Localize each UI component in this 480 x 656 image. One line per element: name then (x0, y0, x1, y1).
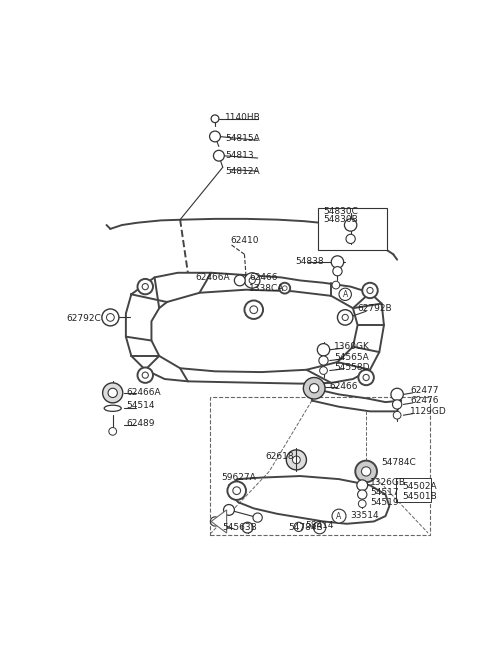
Circle shape (253, 513, 262, 522)
Circle shape (244, 300, 263, 319)
Text: 62792B: 62792B (358, 304, 392, 313)
Circle shape (357, 480, 368, 491)
Circle shape (359, 500, 366, 508)
Circle shape (210, 517, 220, 526)
Circle shape (339, 288, 351, 300)
Text: 62466A: 62466A (127, 388, 161, 398)
Circle shape (210, 131, 220, 142)
Circle shape (333, 266, 342, 276)
Ellipse shape (104, 405, 121, 411)
Circle shape (242, 522, 253, 533)
Circle shape (107, 314, 114, 321)
Circle shape (214, 150, 224, 161)
Circle shape (244, 273, 260, 288)
Circle shape (211, 115, 219, 123)
Polygon shape (211, 510, 227, 533)
Circle shape (363, 375, 369, 380)
Text: A: A (343, 290, 348, 299)
Circle shape (102, 309, 119, 326)
Circle shape (337, 310, 353, 325)
Circle shape (142, 283, 148, 290)
Text: 54517: 54517 (370, 487, 398, 497)
Circle shape (332, 281, 340, 289)
Circle shape (345, 219, 357, 231)
Text: 54558D: 54558D (335, 363, 370, 372)
Circle shape (313, 522, 326, 534)
Text: 54519: 54519 (370, 498, 398, 506)
Text: 54784C: 54784C (382, 458, 416, 466)
Circle shape (319, 356, 328, 365)
Circle shape (292, 456, 300, 464)
Text: 62466: 62466 (249, 273, 277, 282)
Circle shape (279, 283, 290, 293)
Text: 54501B: 54501B (403, 493, 437, 501)
Circle shape (250, 306, 258, 314)
Text: 59627A: 59627A (221, 473, 256, 482)
Circle shape (332, 509, 346, 523)
Text: 62410: 62410 (230, 236, 259, 245)
Text: 62476: 62476 (410, 396, 439, 405)
Text: 54514: 54514 (127, 401, 155, 411)
Text: 62477: 62477 (410, 386, 439, 395)
Text: 62466A: 62466A (196, 273, 230, 282)
Circle shape (317, 344, 330, 356)
Circle shape (393, 400, 402, 409)
Circle shape (303, 377, 325, 399)
Text: 1326GB: 1326GB (370, 478, 406, 487)
Circle shape (359, 370, 374, 385)
Circle shape (294, 522, 303, 531)
Text: 54813: 54813 (225, 152, 254, 160)
Circle shape (228, 482, 246, 500)
Text: 62792C: 62792C (66, 314, 101, 323)
Circle shape (310, 384, 319, 393)
Text: 1140HB: 1140HB (225, 113, 261, 122)
Circle shape (355, 461, 377, 482)
Text: 62618: 62618 (265, 451, 294, 461)
Circle shape (108, 388, 117, 398)
Circle shape (286, 450, 306, 470)
Circle shape (142, 372, 148, 379)
Circle shape (249, 277, 255, 283)
Circle shape (367, 287, 373, 293)
Circle shape (109, 428, 117, 435)
Text: 1360GK: 1360GK (335, 342, 370, 351)
Circle shape (234, 275, 245, 286)
Text: 54502A: 54502A (403, 482, 437, 491)
Circle shape (393, 411, 401, 419)
Circle shape (346, 234, 355, 243)
Text: 1129GD: 1129GD (410, 407, 447, 416)
Text: A: A (336, 512, 342, 521)
Circle shape (358, 490, 367, 499)
Text: 54565A: 54565A (335, 353, 369, 362)
Text: 33514: 33514 (350, 511, 378, 520)
Text: 62466: 62466 (330, 382, 358, 391)
Text: 54830B: 54830B (324, 215, 358, 224)
Text: 58414: 58414 (305, 521, 334, 530)
Text: 54815A: 54815A (225, 134, 260, 143)
Text: 1338CA: 1338CA (249, 283, 285, 293)
Circle shape (362, 283, 378, 298)
Circle shape (224, 504, 234, 516)
Circle shape (233, 487, 240, 495)
Text: 54838: 54838 (295, 257, 324, 266)
FancyBboxPatch shape (396, 478, 431, 502)
Circle shape (391, 388, 403, 401)
Text: 54784B: 54784B (288, 523, 323, 532)
Circle shape (137, 279, 153, 295)
Circle shape (103, 383, 123, 403)
Text: 62489: 62489 (127, 419, 155, 428)
Circle shape (342, 314, 348, 321)
Text: 54830C: 54830C (324, 207, 359, 216)
Circle shape (331, 256, 344, 268)
Text: 54812A: 54812A (225, 167, 260, 176)
Text: 54563B: 54563B (223, 523, 257, 532)
FancyBboxPatch shape (318, 208, 387, 250)
Circle shape (282, 286, 287, 291)
Circle shape (320, 367, 327, 375)
Circle shape (361, 467, 371, 476)
Circle shape (137, 367, 153, 383)
